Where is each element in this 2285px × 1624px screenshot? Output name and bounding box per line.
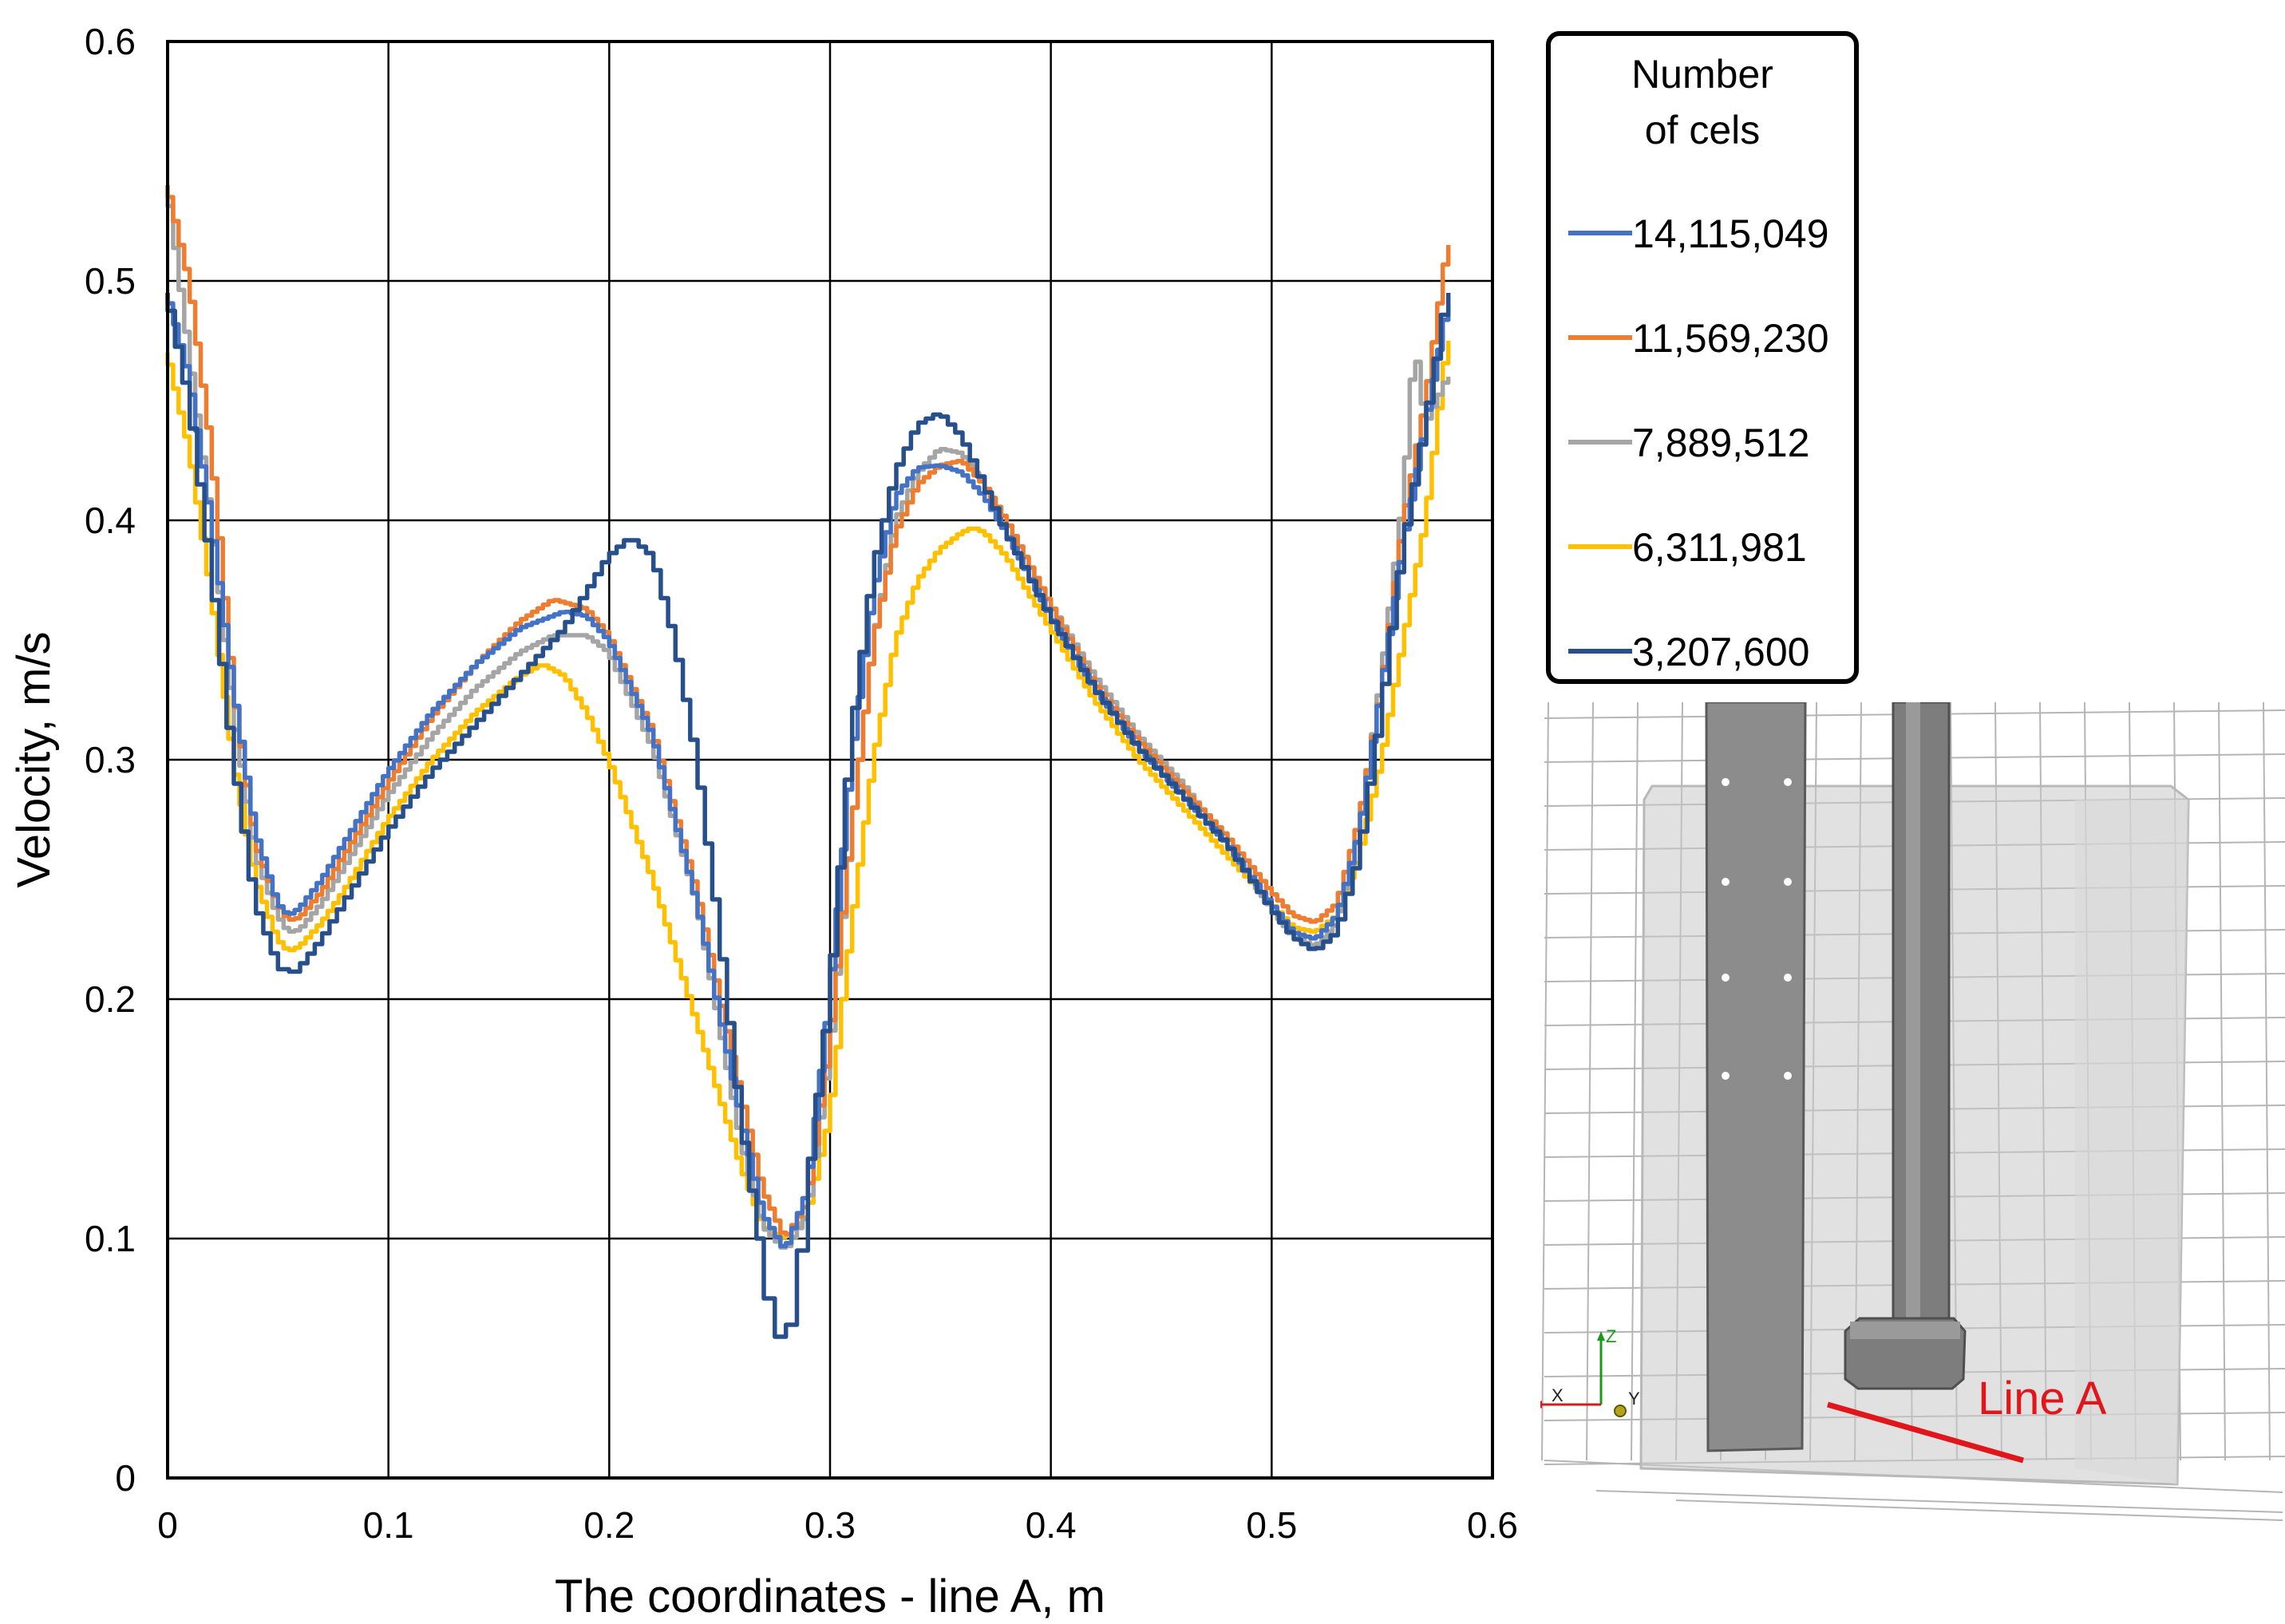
impeller-hub-top [1850,1322,1960,1339]
mesh-line [2218,702,2226,1461]
axis-y-label: Y [1628,1389,1640,1409]
x-tick-label: 0.1 [363,1504,414,1546]
mesh-line [2263,702,2271,1461]
line-a-marker [1827,1401,2024,1464]
axis-x-label: X [1552,1385,1564,1405]
x-tick-label: 0.2 [583,1504,635,1546]
baffle-plate [1705,702,1807,1452]
y-tick-label: 0.2 [85,978,136,1020]
legend-label: 3,207,600 [1632,630,1809,674]
mesh-line [1586,702,1594,1461]
legend-title-line2: of cels [1645,108,1761,152]
legend-label: 6,311,981 [1632,525,1807,570]
y-tick-label: 0 [115,1457,136,1499]
x-tick-label: 0.6 [1467,1504,1518,1546]
legend-entries: 14,115,049 11,569,230 7,889,512 6,311,981 3,… [1568,211,1829,674]
legend-box [1546,31,1859,684]
x-tick-label: 0.3 [804,1504,856,1546]
legend-label: 14,115,049 [1632,211,1829,256]
tick-labels: 0 0.1 0.2 0.3 0.4 0.5 0.6 0 0.1 0.2 0.3 0.4 0.5 0.6 [85,21,1518,1546]
mesh-line [1631,702,1639,1461]
x-tick-label: 0.5 [1246,1504,1297,1546]
y-tick-label: 0.6 [85,21,136,62]
y-tick-label: 0.5 [85,260,136,302]
line-a-label: Line A [1978,1373,2107,1424]
y-tick-label: 0.1 [85,1218,136,1259]
series-group [165,185,1451,1339]
y-tick-label: 0.4 [85,500,136,541]
legend-title-line1: Number [1631,52,1773,97]
axis-z-label: Z [1606,1326,1616,1346]
tank-side-face [2075,800,2188,1484]
legend-label: 11,569,230 [1632,316,1829,361]
x-axis-title: The coordinates - line A, m [555,1571,1105,1622]
plot-frame [166,40,1494,1480]
y-axis-title: Velocity, m/s [8,631,60,887]
inset-3d-view: Line A Z X Y [1540,702,2285,1521]
mesh-line [1541,702,1549,1461]
x-tick-label: 0 [157,1504,178,1546]
series-line-5 [165,293,1451,1339]
baffle-bolts [1722,778,1792,1080]
legend: Number of cels 14,115,049 11,569,230 7,889… [1546,31,1859,684]
y-tick-label: 0.3 [85,739,136,780]
x-tick-label: 0.4 [1026,1504,1077,1546]
legend-label: 7,889,512 [1632,421,1809,465]
impeller-shaft-highlight [1906,702,1920,1325]
axis-triad: Z X Y [1540,1326,1640,1417]
impeller-shaft [1892,702,1951,1326]
